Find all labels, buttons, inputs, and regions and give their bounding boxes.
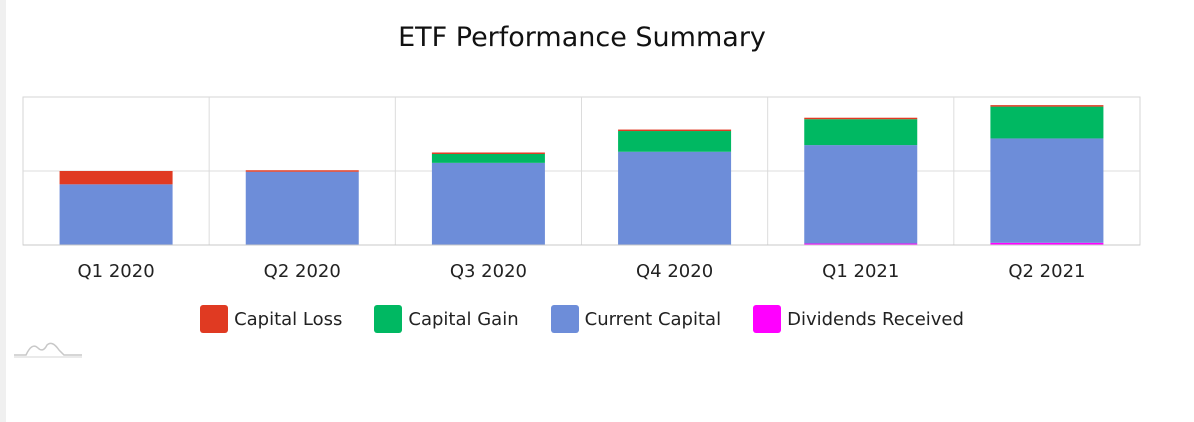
legend-item[interactable]: Dividends Received: [753, 305, 964, 333]
bar-capital-gain: [431, 153, 545, 163]
x-tick-label: Q3 2020: [450, 261, 527, 282]
x-tick-label: Q1 2021: [822, 261, 899, 282]
x-tick-label: Q4 2020: [636, 261, 713, 282]
legend-swatch: [374, 305, 403, 333]
legend-label: Dividends Received: [787, 308, 964, 330]
legend-item[interactable]: Capital Gain: [374, 305, 519, 333]
bar-current-capital: [59, 184, 173, 245]
bar-current-capital: [804, 145, 918, 244]
bar-current-capital: [618, 151, 732, 245]
bar-current-capital: [245, 171, 359, 245]
legend-swatch: [200, 305, 229, 333]
bar-capital-loss: [431, 152, 545, 154]
chart-plot-area: Q1 2020 Q2 2020 Q3 2020 Q4 2020 Q1 2021 Q2 20…: [22, 96, 1141, 282]
bar-capital-gain: [618, 131, 732, 152]
legend-label: Current Capital: [584, 308, 722, 330]
bar-dividends-received: [990, 242, 1104, 245]
x-tick-label: Q2 2020: [264, 261, 341, 282]
chart-legend: Capital Loss Capital Gain Current Capital D…: [6, 305, 1158, 333]
legend-item[interactable]: Current Capital: [550, 305, 722, 333]
legend-swatch: [550, 305, 579, 333]
bar-capital-loss: [990, 105, 1104, 107]
bar-capital-loss: [245, 170, 359, 172]
bar-capital-gain: [804, 119, 918, 146]
bar-capital-loss: [618, 129, 732, 132]
x-tick-label: Q1 2020: [78, 261, 155, 282]
left-edge-strip: [0, 0, 6, 422]
x-tick-label: Q2 2021: [1008, 261, 1085, 282]
legend-label: Capital Gain: [408, 308, 519, 330]
legend-swatch: [753, 305, 782, 333]
bar-dividends-received: [804, 243, 918, 245]
bar-current-capital: [990, 138, 1104, 243]
bar-capital-loss: [59, 171, 173, 185]
legend-item[interactable]: Capital Loss: [200, 305, 342, 333]
bar-capital-gain: [990, 106, 1104, 139]
bar-capital-loss: [804, 117, 918, 120]
bar-current-capital: [431, 162, 545, 245]
chart-container: ETF Performance Summary Q1 2020 Q2 2020 Q3…: [6, 0, 1194, 422]
legend-label: Capital Loss: [234, 308, 343, 330]
chart-title: ETF Performance Summary: [398, 22, 766, 53]
chart-logo-icon: [14, 342, 82, 358]
